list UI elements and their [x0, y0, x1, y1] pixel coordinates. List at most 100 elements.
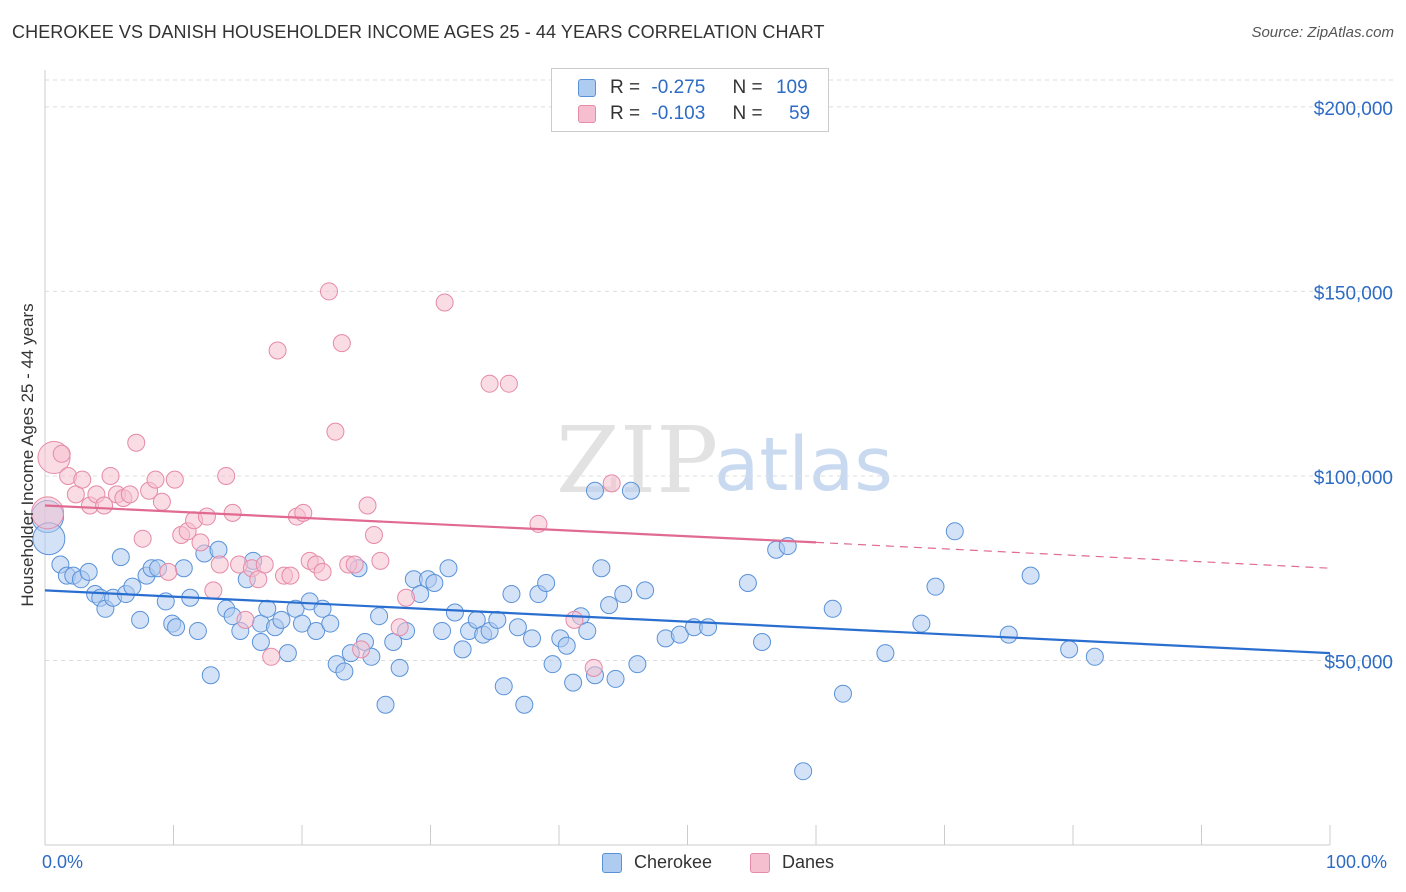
cherokee-point — [488, 610, 507, 629]
cherokee-point — [376, 695, 395, 714]
cherokee-point — [794, 762, 813, 781]
cherokee-point — [912, 614, 931, 633]
cherokee-point — [201, 666, 220, 685]
danes-point — [435, 293, 454, 312]
y-axis-label: Householder Income Ages 25 - 44 years — [18, 303, 37, 607]
legend-row-danes: R = -0.103 N = 59 — [552, 101, 828, 127]
legend-r-value: -0.103 — [651, 103, 706, 124]
cherokee-point — [1060, 640, 1079, 659]
legend-n-value: 59 — [788, 103, 811, 124]
cherokee-point — [425, 573, 444, 592]
danes-point — [204, 581, 223, 600]
danes-point — [223, 503, 242, 522]
cherokee-point — [699, 618, 718, 637]
cherokee-point — [621, 481, 640, 500]
y-tick-label: $100,000 — [1314, 468, 1393, 489]
cherokee-point — [321, 614, 340, 633]
x-tick-label-max: 100.0% — [1326, 852, 1388, 872]
legend-label-cherokee: Cherokee — [634, 852, 713, 872]
danes-point — [31, 496, 65, 530]
danes-point — [345, 555, 364, 574]
danes-trend-extension — [815, 541, 1331, 569]
cherokee-point — [79, 562, 98, 581]
danes-point — [146, 470, 165, 489]
cherokee-point — [370, 607, 389, 626]
legend-n-label: N = — [732, 77, 763, 98]
legend-r-value: -0.275 — [651, 77, 706, 98]
cherokee-point — [251, 633, 270, 652]
y-tick-label: $200,000 — [1314, 99, 1393, 120]
cherokee-point — [188, 621, 207, 640]
cherokee-point — [876, 644, 895, 663]
danes-point — [197, 507, 216, 526]
cherokee-trend-line — [44, 589, 1331, 655]
danes-point — [73, 470, 92, 489]
cherokee-point — [502, 585, 521, 604]
cherokee-point — [390, 658, 409, 677]
cherokee-point — [614, 585, 633, 604]
danes-point — [268, 341, 287, 360]
cherokee-point — [278, 644, 297, 663]
legend-row-cherokee: R = -0.275 N = 109 — [552, 75, 828, 101]
danes-point — [319, 282, 338, 301]
danes-point — [133, 529, 152, 548]
source-label: Source: ZipAtlas.com — [1251, 24, 1394, 41]
cherokee-point — [592, 559, 611, 578]
cherokee-point — [515, 695, 534, 714]
cherokee-point — [926, 577, 945, 596]
cherokee-point — [439, 559, 458, 578]
cherokee-point — [537, 573, 556, 592]
danes-point — [152, 492, 171, 511]
danes-swatch — [578, 105, 596, 123]
cherokee-point — [600, 596, 619, 615]
cherokee-point — [123, 577, 142, 596]
cherokee-point — [738, 573, 757, 592]
danes-point — [95, 496, 114, 515]
correlation-legend: R = -0.275 N = 109 R = -0.103 N = 59 — [551, 68, 829, 132]
legend-n-value: 109 — [775, 77, 808, 98]
danes-point — [127, 433, 146, 452]
cherokee-swatch — [578, 79, 596, 97]
cherokee-point — [307, 621, 326, 640]
cherokee-point — [111, 548, 130, 567]
cherokee-point — [1021, 566, 1040, 585]
cherokee-point — [272, 610, 291, 629]
y-tick-label: $150,000 — [1314, 283, 1393, 304]
cherokee-point — [606, 669, 625, 688]
cherokee-point — [833, 684, 852, 703]
danes-point — [397, 588, 416, 607]
cherokee-point — [258, 599, 277, 618]
danes-point — [584, 658, 603, 677]
danes-point — [236, 610, 255, 629]
cherokee-point — [670, 625, 689, 644]
watermark-zip: ZIP — [556, 407, 718, 514]
legend-label-danes: Danes — [782, 852, 835, 872]
cherokee-point — [543, 655, 562, 674]
danes-point — [364, 526, 383, 544]
danes-point — [159, 562, 178, 581]
watermark-atlas: atlas — [714, 422, 893, 508]
danes-point — [101, 466, 120, 485]
danes-point — [358, 496, 377, 515]
cherokee-point — [945, 522, 964, 541]
legend-r-label: R = — [610, 103, 641, 124]
chart-title: CHEROKEE VS DANISH HOUSEHOLDER INCOME AG… — [12, 22, 825, 42]
danes-point — [120, 485, 139, 504]
cherokee-point — [293, 614, 311, 633]
cherokee-point — [508, 618, 527, 637]
danes-swatch — [750, 853, 770, 873]
danes-point — [352, 640, 371, 659]
danes-point — [262, 647, 281, 666]
legend-r-label: R = — [610, 77, 641, 98]
cherokee-point — [523, 629, 542, 648]
y-tick-label: $50,000 — [1324, 652, 1393, 673]
danes-point — [52, 444, 71, 463]
cherokee-point — [335, 662, 354, 681]
cherokee-point — [453, 640, 472, 659]
danes-point — [255, 555, 274, 574]
cherokee-point — [445, 603, 464, 622]
danes-point — [565, 610, 584, 629]
danes-point — [326, 422, 345, 441]
cherokee-point — [131, 610, 150, 629]
